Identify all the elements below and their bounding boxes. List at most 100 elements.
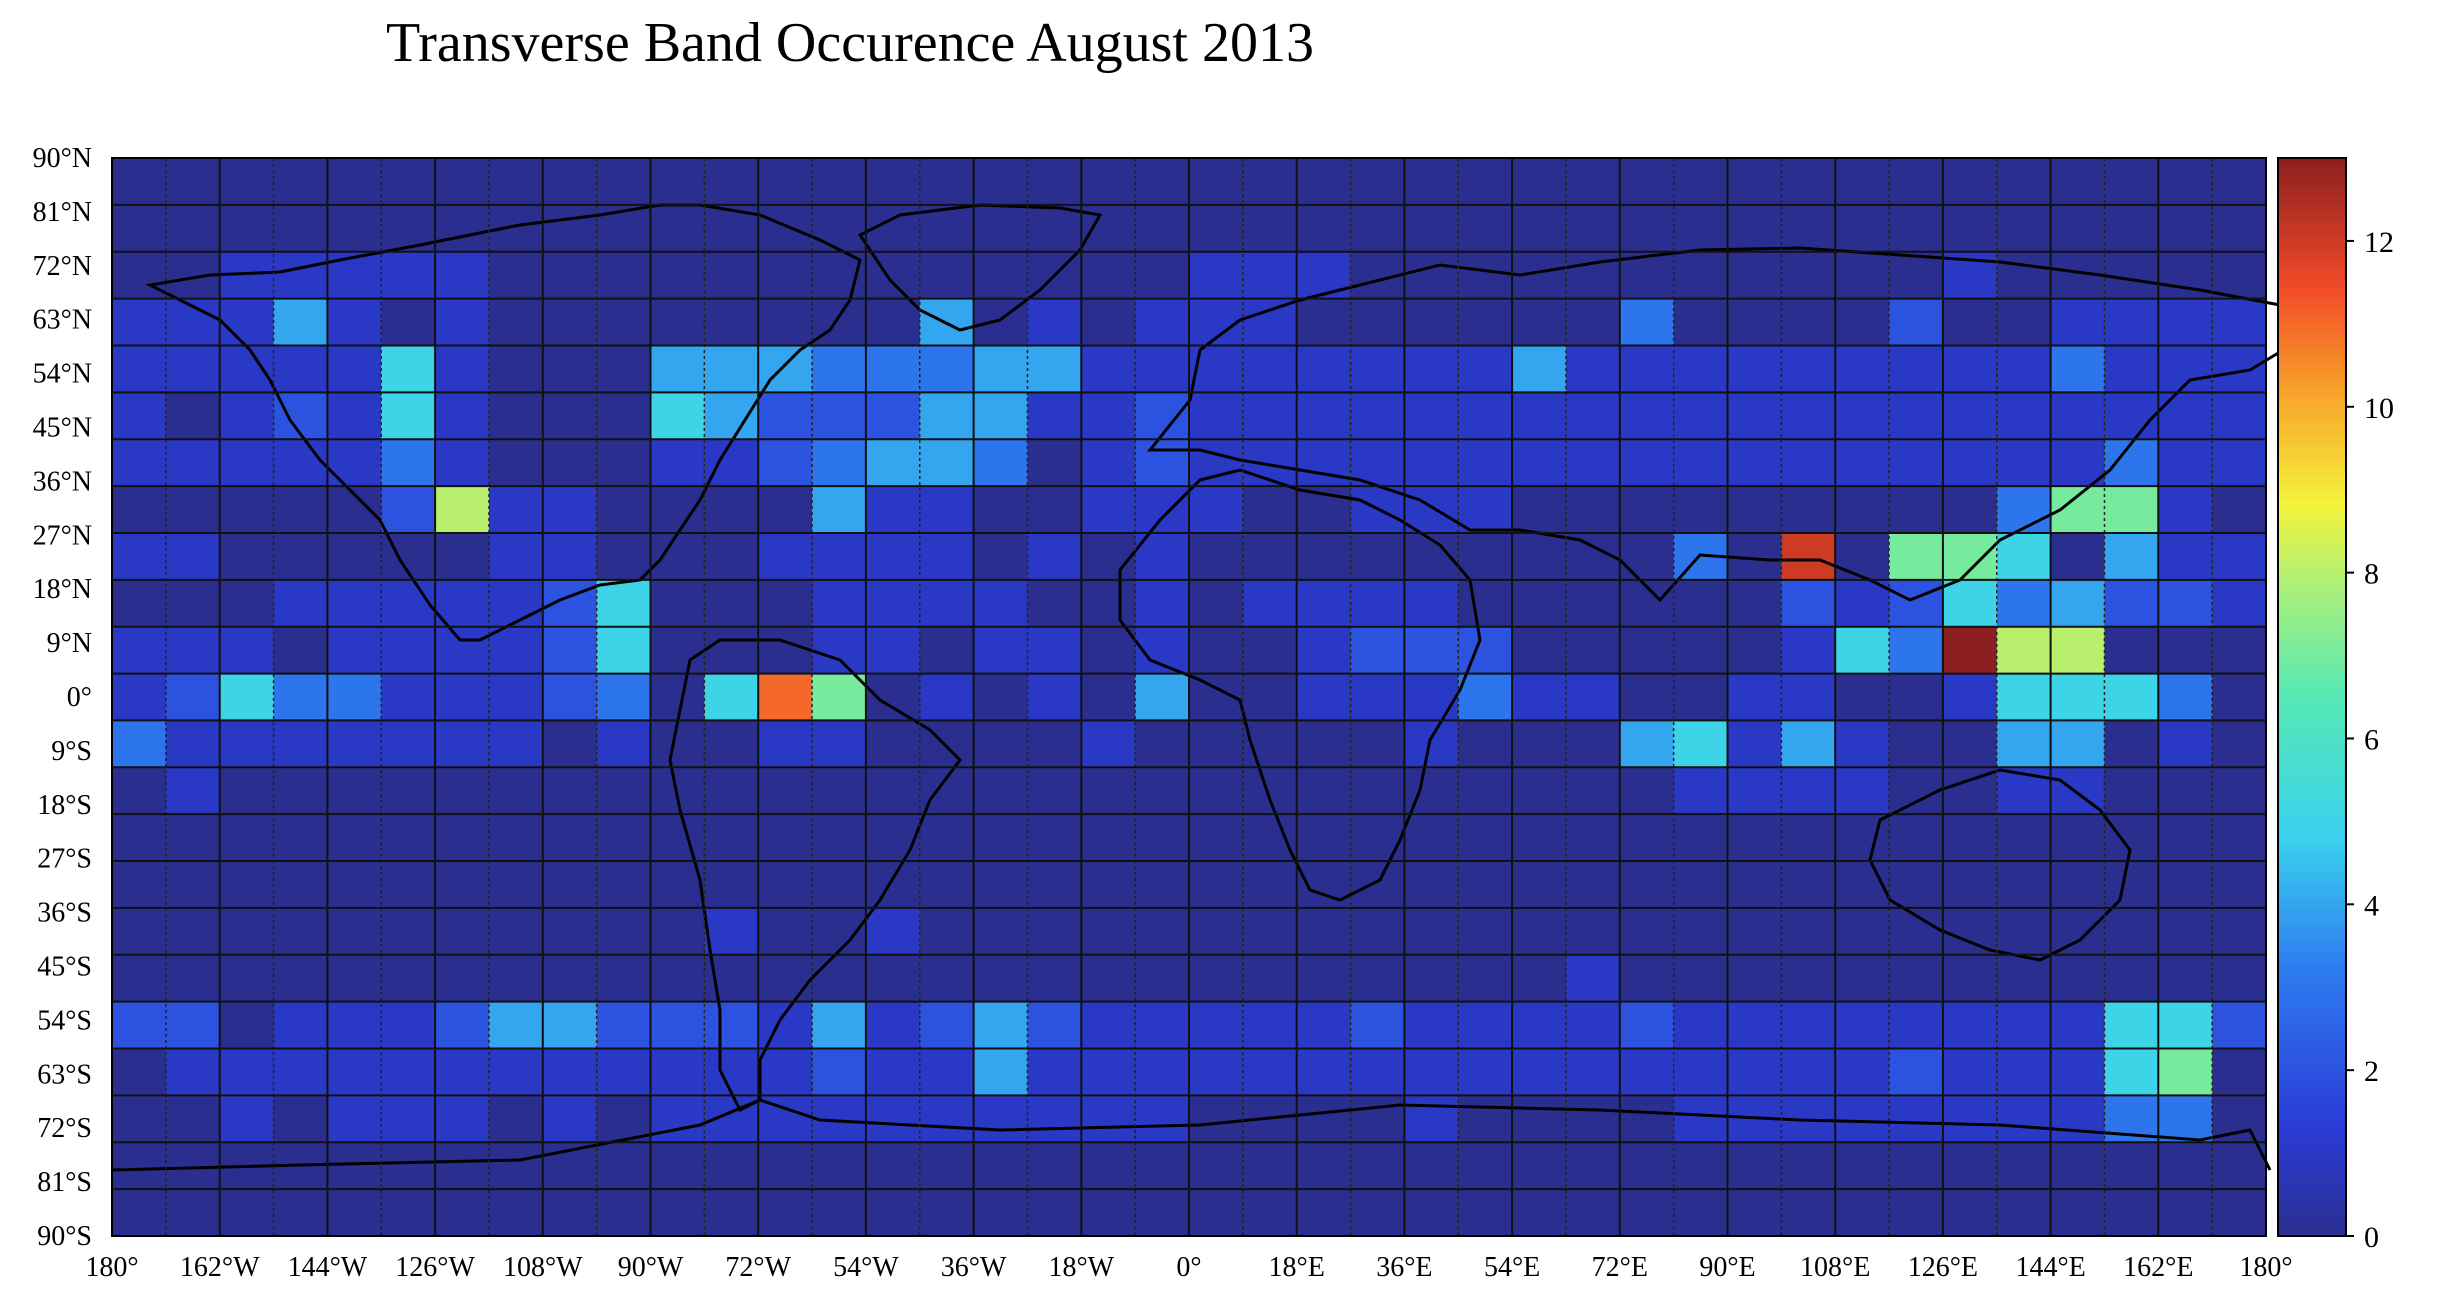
heatmap-cell: [327, 814, 382, 862]
heatmap-cell: [1027, 1142, 1082, 1190]
heatmap-cell: [596, 626, 652, 675]
heatmap-cell: [435, 1095, 490, 1143]
heatmap-cell: [1027, 1095, 1082, 1143]
heatmap-cell: [1189, 532, 1244, 581]
heatmap-cell: [1619, 439, 1675, 487]
heatmap-cell: [219, 626, 275, 675]
heatmap-cell: [112, 439, 167, 487]
heatmap-cell: [2212, 298, 2267, 347]
heatmap-cell: [2104, 298, 2159, 347]
heatmap-cell: [812, 532, 867, 581]
heatmap-cell: [1512, 954, 1567, 1003]
heatmap-cell: [435, 720, 490, 768]
heatmap-cell: [327, 1142, 382, 1190]
heatmap-cell: [112, 579, 167, 628]
heatmap-cell: [2050, 439, 2106, 487]
heatmap-cell: [1727, 720, 1782, 768]
heatmap-cell: [381, 1001, 436, 1050]
heatmap-cell: [1835, 1048, 1890, 1096]
heatmap-cell: [542, 204, 598, 253]
heatmap-cell: [1619, 204, 1675, 253]
heatmap-cell: [2212, 673, 2267, 722]
heatmap-cell: [1565, 439, 1621, 487]
heatmap-cell: [542, 1095, 598, 1143]
heatmap-cell: [919, 345, 975, 393]
heatmap-cell: [327, 954, 382, 1003]
heatmap-cell: [1781, 626, 1836, 675]
heatmap-cell: [435, 673, 490, 722]
heatmap-cell: [435, 251, 490, 300]
heatmap-cell: [973, 1189, 1029, 1237]
heatmap-cell: [1296, 345, 1352, 393]
heatmap-cell: [2158, 861, 2213, 909]
heatmap-cell: [1458, 486, 1513, 534]
heatmap-cell: [273, 767, 328, 815]
heatmap-cell: [704, 720, 759, 768]
heatmap-cell: [758, 158, 813, 206]
heatmap-cell: [1189, 204, 1244, 253]
heatmap-cell: [650, 907, 705, 956]
heatmap-cell: [1189, 1001, 1244, 1050]
heatmap-cell: [1835, 907, 1890, 956]
heatmap-cell: [1350, 954, 1405, 1003]
heatmap-cell: [1242, 1189, 1298, 1237]
heatmap-cell: [219, 158, 275, 206]
y-tick-label: 81°N: [33, 197, 92, 228]
heatmap-cell: [2158, 298, 2213, 347]
heatmap-cell: [1781, 579, 1836, 628]
heatmap-cell: [1027, 298, 1082, 347]
heatmap-cell: [1942, 861, 1998, 909]
heatmap-cell: [219, 907, 275, 956]
heatmap-cell: [758, 1048, 813, 1096]
heatmap-cell: [112, 486, 167, 534]
heatmap-cell: [2050, 298, 2106, 347]
heatmap-cell: [865, 1048, 921, 1096]
heatmap-cell: [596, 251, 652, 300]
heatmap-cell: [1081, 1142, 1136, 1190]
heatmap-cell: [2050, 954, 2106, 1003]
heatmap-cell: [865, 1189, 921, 1237]
heatmap-cell: [1565, 673, 1621, 722]
heatmap-cell: [2158, 158, 2213, 206]
heatmap-cell: [1189, 1189, 1244, 1237]
heatmap-cell: [2050, 814, 2106, 862]
heatmap-cell: [1296, 767, 1352, 815]
heatmap-cell: [1727, 1048, 1782, 1096]
heatmap-cell: [488, 767, 544, 815]
heatmap-cell: [1296, 814, 1352, 862]
heatmap-cell: [1781, 158, 1836, 206]
heatmap-cell: [1835, 861, 1890, 909]
heatmap-cell: [596, 767, 652, 815]
heatmap-cell: [1458, 158, 1513, 206]
heatmap-cell: [165, 439, 221, 487]
x-tick-label: 18°W: [1048, 1252, 1114, 1283]
heatmap-cell: [596, 1189, 652, 1237]
heatmap-cell: [1565, 1048, 1621, 1096]
heatmap-cell: [1673, 298, 1729, 347]
heatmap-cell: [435, 1048, 490, 1096]
heatmap-cell: [1081, 861, 1136, 909]
heatmap-cell: [1673, 392, 1729, 440]
heatmap-cell: [381, 673, 436, 722]
heatmap-cell: [1727, 767, 1782, 815]
heatmap-cell: [758, 532, 813, 581]
heatmap-cell: [435, 861, 490, 909]
heatmap-cell: [219, 486, 275, 534]
heatmap-cell: [1458, 767, 1513, 815]
heatmap-cell: [1027, 767, 1082, 815]
heatmap-cell: [1996, 907, 2052, 956]
chart-title: Transverse Band Occurence August 2013: [386, 12, 1314, 74]
heatmap-cell: [1781, 345, 1836, 393]
heatmap-cell: [1512, 814, 1567, 862]
heatmap-cell: [919, 1142, 975, 1190]
heatmap-cell: [1458, 298, 1513, 347]
heatmap-cell: [488, 626, 544, 675]
heatmap-cell: [1242, 907, 1298, 956]
heatmap-cell: [381, 392, 436, 440]
heatmap-cell: [1027, 907, 1082, 956]
heatmap-cell: [1619, 720, 1675, 768]
heatmap-cell: [973, 767, 1029, 815]
heatmap-cell: [2158, 1001, 2213, 1050]
heatmap-cell: [1996, 1189, 2052, 1237]
